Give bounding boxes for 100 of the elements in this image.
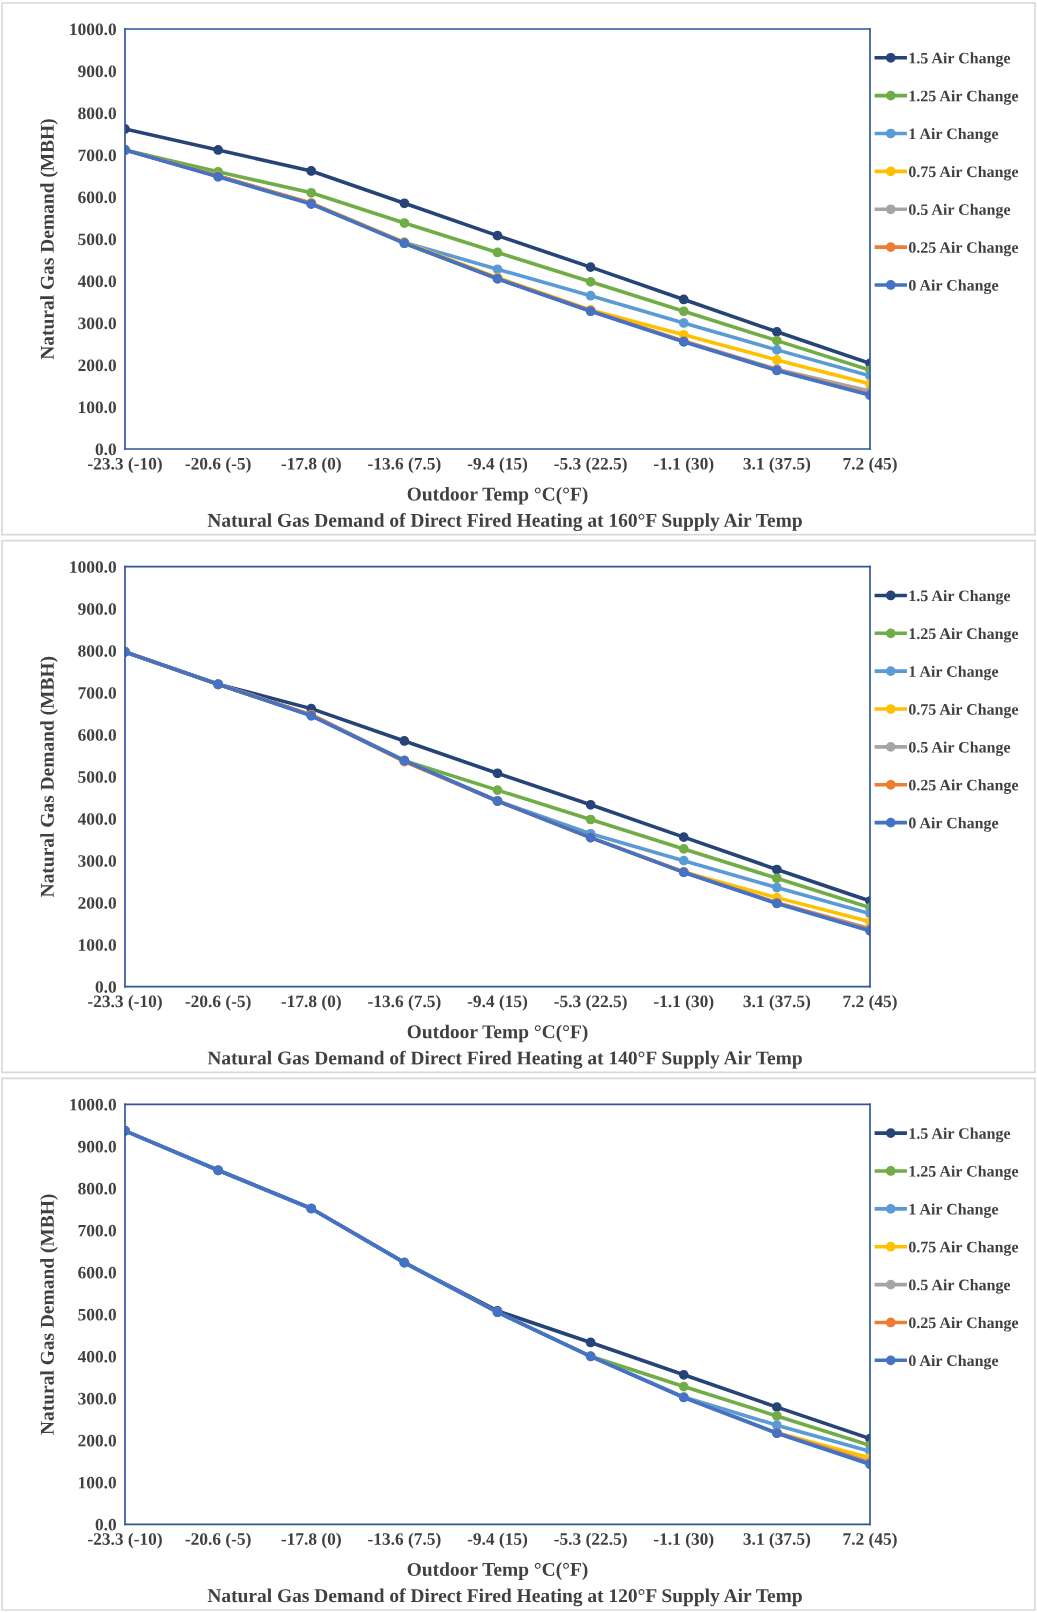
x-tick-label: -9.4 (15) [467,995,528,1011]
y-tick-label: 900.0 [78,65,116,78]
y-axis-title: Natural Gas Demand (MBH) [40,1194,58,1435]
x-tick-label: 3.1 (37.5) [743,457,811,474]
y-tick-label: 1000.0 [70,23,116,36]
text: Natural Gas Demand of Direct Fired Heating at 140°F Supply Air Temp [207,1050,802,1069]
y-tick-label: 600.0 [78,191,116,204]
x-axis-title: Outdoor Temp °C(°F) [407,486,588,505]
legend-label: 0.5 Air Change [908,203,1011,219]
y-tick-label: 400.0 [77,1350,116,1363]
point [678,844,689,854]
y-tick-label: 800.0 [78,645,116,657]
y-tick-label: 700.0 [78,149,116,162]
x-tick-label: -23.3 (-10) [88,457,162,474]
x-tick-label: -23.3 (-10) [88,1532,162,1549]
point [678,306,689,317]
x-tick-label: 7.2 (45) [843,1532,897,1549]
point [492,785,503,795]
point [585,262,596,273]
y-tick-label: 200.0 [78,1434,116,1447]
y-tick-label: 800.0 [78,107,116,120]
point [492,247,503,258]
legend-label: 0.5 Air Change [908,1279,1011,1294]
x-tick-label: -17.8 (0) [281,995,341,1011]
point [585,290,596,301]
y-tick-label: 500.0 [78,1308,116,1321]
point [492,230,503,241]
y-tick-label: 200.0 [78,359,116,372]
point [492,264,503,275]
y-tick-label: 300.0 [78,1392,116,1405]
point [678,1369,689,1380]
point [772,345,782,355]
point [772,873,782,884]
x-tick-label: -13.6 (7.5) [368,1532,441,1549]
y-tick-label: 400.0 [77,813,116,825]
y-tick-label: 600.0 [78,1266,116,1279]
legend-label: 1.5 Air Change [909,589,1011,605]
legend-label: 0.75 Air Change [908,165,1019,181]
legend-label: 1 Air Change [909,128,999,143]
y-tick-label: 0.0 [95,981,116,993]
y-tick-label: 500.0 [78,771,116,783]
x-tick-label: 3.1 (37.5) [743,1532,811,1549]
x-tick-label: -13.6 (7.5) [368,457,441,474]
point [772,882,782,893]
legend-label: 1.25 Air Change [909,90,1019,105]
legend-label: 1.5 Air Change [909,1127,1011,1143]
x-tick-label: -9.4 (15) [467,1532,528,1549]
x-tick-label: -20.6 (-5) [185,457,251,474]
y-tick-label: 500.0 [78,233,116,246]
x-axis-title: Outdoor Temp °C(°F) [407,1562,588,1580]
y-tick-label: 200.0 [78,897,116,909]
legend-label: 0 Air Change [908,1354,999,1370]
legend-label: 0.75 Air Change [908,703,1019,719]
point [678,855,689,866]
point [772,326,782,337]
x-tick-label: -1.1 (30) [654,995,714,1011]
legend-label: 1 Air Change [909,665,999,681]
y-axis-title: Natural Gas Demand (MBH) [40,656,58,898]
point [678,318,689,328]
y-axis-title: Natural Gas Demand (MBH) [40,119,58,360]
x-tick-label: 7.2 (45) [843,995,897,1011]
y-tick-label: 300.0 [78,855,116,867]
y-tick-label: 800.0 [78,1182,116,1195]
legend-label: 0.25 Air Change [908,241,1019,257]
text: Natural Gas Demand of Direct Fired Heating at 120°F Supply Air Temp [207,1588,802,1607]
legend-label: 1.5 Air Change [909,52,1011,67]
point [772,335,782,346]
point [306,187,317,198]
legend-label: 1.25 Air Change [909,1165,1019,1181]
point [492,768,503,779]
x-tick-label: -5.3 (22.5) [554,995,627,1011]
point [585,1337,596,1348]
point [772,864,782,875]
text: Natural Gas Demand of Direct Fired Heating at 160°F Supply Air Temp [207,513,802,531]
x-tick-label: -23.3 (-10) [88,995,162,1011]
x-tick-label: 7.2 (45) [843,457,897,474]
legend-label: 0.25 Air Change [908,1316,1019,1332]
y-tick-label: 700.0 [78,1224,116,1237]
legend-label: 0 Air Change [908,817,999,832]
legend-label: 0.25 Air Change [908,779,1019,794]
legend-label: 0.75 Air Change [908,1241,1019,1256]
point [772,355,782,365]
y-tick-label: 900.0 [78,1140,116,1153]
x-tick-label: -1.1 (30) [654,457,714,474]
legend-label: 0.5 Air Change [908,741,1011,757]
x-tick-label: 3.1 (37.5) [743,995,811,1011]
point [678,832,689,843]
x-tick-label: -20.6 (-5) [185,995,251,1011]
point [772,1411,782,1421]
point [772,1402,782,1413]
x-tick-label: -17.8 (0) [281,1532,341,1549]
point [678,294,689,305]
point [585,276,596,287]
point [585,814,596,825]
y-tick-label: 600.0 [78,729,116,741]
y-tick-label: 900.0 [78,603,116,615]
y-tick-label: 400.0 [77,275,116,288]
y-tick-label: 0.0 [95,443,116,456]
legend-label: 0 Air Change [908,279,999,295]
legend-label: 1.25 Air Change [909,627,1019,643]
